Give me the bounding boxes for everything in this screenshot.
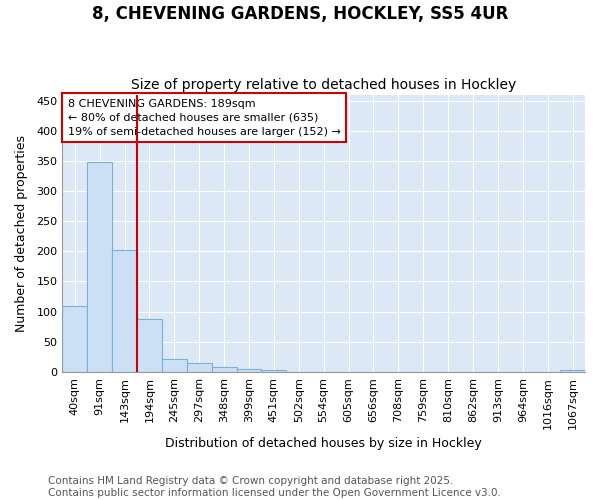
Bar [187,363,212,372]
Bar [112,250,137,372]
Bar [262,370,286,372]
Text: 8 CHEVENING GARDENS: 189sqm
← 80% of detached houses are smaller (635)
19% of se: 8 CHEVENING GARDENS: 189sqm ← 80% of det… [68,98,340,136]
Bar [560,370,585,372]
Text: Contains HM Land Registry data © Crown copyright and database right 2025.
Contai: Contains HM Land Registry data © Crown c… [48,476,501,498]
Bar [62,306,87,372]
Title: Size of property relative to detached houses in Hockley: Size of property relative to detached ho… [131,78,516,92]
Bar [137,319,162,372]
X-axis label: Distribution of detached houses by size in Hockley: Distribution of detached houses by size … [165,437,482,450]
Bar [236,369,262,372]
Text: 8, CHEVENING GARDENS, HOCKLEY, SS5 4UR: 8, CHEVENING GARDENS, HOCKLEY, SS5 4UR [92,5,508,23]
Bar [162,358,187,372]
Bar [212,367,236,372]
Bar [87,162,112,372]
Y-axis label: Number of detached properties: Number of detached properties [15,134,28,332]
